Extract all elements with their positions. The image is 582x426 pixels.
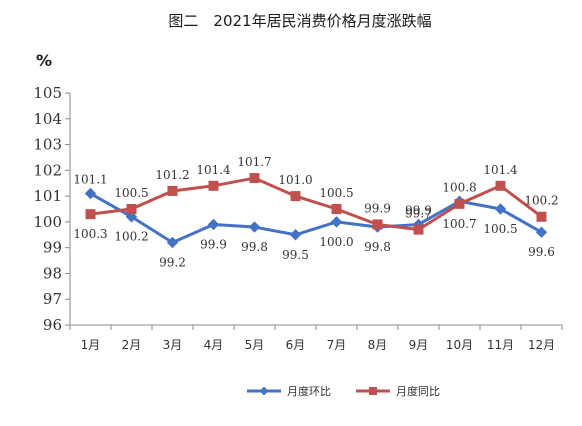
data-label: 99.8	[364, 240, 391, 254]
x-tick-label: 8月	[368, 338, 388, 352]
data-point	[290, 191, 301, 202]
data-labels: 101.1 100.2 99.2 99.9 99.8 99.5 100.0 99.8 99.9 1…	[73, 155, 558, 269]
data-point	[289, 229, 302, 241]
data-label: 100.0	[319, 235, 353, 249]
data-label: 101.1	[73, 173, 107, 187]
data-label: 100.7	[442, 217, 476, 231]
series-line	[90, 176, 543, 232]
data-point	[125, 211, 138, 223]
data-label: 101.0	[278, 173, 312, 187]
axes: 96 97 98 99 100 101 102 103 104 105 1月 2月 3月 4月 5月 6月 7月…	[33, 84, 563, 352]
data-label: 99.2	[159, 256, 186, 270]
series-markers	[84, 173, 548, 249]
data-point	[413, 224, 424, 235]
y-tick-label: 97	[43, 290, 62, 308]
data-point	[85, 209, 96, 220]
data-point	[249, 173, 260, 184]
data-label: 100.5	[114, 186, 148, 200]
data-label: 99.9	[405, 203, 432, 217]
data-label: 99.5	[282, 248, 309, 262]
legend-label: 月度同比	[396, 384, 440, 398]
data-point	[494, 203, 507, 215]
data-label: 100.3	[73, 227, 107, 241]
y-tick-label: 100	[33, 213, 62, 231]
y-tick-label: 98	[43, 264, 62, 282]
x-tick-label: 10月	[446, 338, 473, 352]
data-label: 100.8	[442, 180, 476, 194]
data-point	[126, 204, 137, 214]
data-label: 99.9	[364, 201, 391, 215]
data-label: 100.2	[114, 230, 148, 244]
x-tick-label: 12月	[528, 338, 555, 352]
data-label: 101.4	[196, 163, 231, 177]
x-tick-label: 11月	[487, 338, 514, 352]
y-tick-label: 99	[43, 239, 62, 257]
data-point	[372, 219, 383, 230]
data-label: 99.9	[200, 237, 227, 251]
x-tick-label: 9月	[409, 338, 429, 352]
data-point	[535, 226, 548, 238]
legend-label: 月度环比	[287, 384, 331, 398]
data-label: 100.5	[483, 222, 517, 236]
data-label: 99.6	[528, 245, 555, 259]
x-tick-label: 5月	[245, 338, 265, 352]
data-point	[166, 236, 179, 249]
data-point	[536, 211, 547, 222]
data-label: 101.7	[237, 155, 271, 169]
data-label: 99.8	[241, 240, 268, 254]
data-label: 100.5	[319, 186, 353, 200]
series-line	[89, 192, 543, 245]
x-tick-label: 4月	[204, 338, 224, 352]
data-label: 101.2	[155, 168, 189, 182]
x-tick-label: 6月	[286, 338, 306, 352]
data-point	[495, 180, 506, 191]
y-tick-label: 101	[33, 187, 62, 205]
data-label: 101.4	[483, 163, 518, 177]
data-point	[208, 180, 219, 191]
data-label: 99.7	[405, 207, 432, 221]
legend-marker	[369, 387, 377, 395]
y-tick-label: 105	[33, 84, 62, 102]
x-tick-label: 1月	[81, 338, 101, 352]
y-tick-label: 103	[33, 136, 62, 154]
legend-marker	[259, 386, 269, 396]
data-point	[330, 216, 343, 228]
y-tick-label: 104	[33, 110, 62, 128]
data-point	[454, 198, 465, 209]
y-unit-label: %	[36, 51, 52, 70]
legend: 月度环比 月度同比	[247, 384, 440, 398]
x-tick-label: 3月	[163, 338, 183, 352]
x-tick-label: 7月	[327, 338, 347, 352]
data-point	[84, 187, 97, 200]
series-lines	[89, 176, 543, 245]
data-point	[331, 204, 342, 214]
y-tick-label: 102	[33, 161, 62, 179]
data-point	[167, 185, 178, 196]
data-point	[207, 218, 220, 231]
y-tick-label: 96	[43, 316, 62, 334]
x-tick-label: 2月	[122, 338, 142, 352]
data-label: 100.2	[524, 194, 558, 208]
data-point	[248, 221, 261, 233]
chart-title: 图二 2021年居民消费价格月度涨跌幅	[168, 12, 431, 30]
